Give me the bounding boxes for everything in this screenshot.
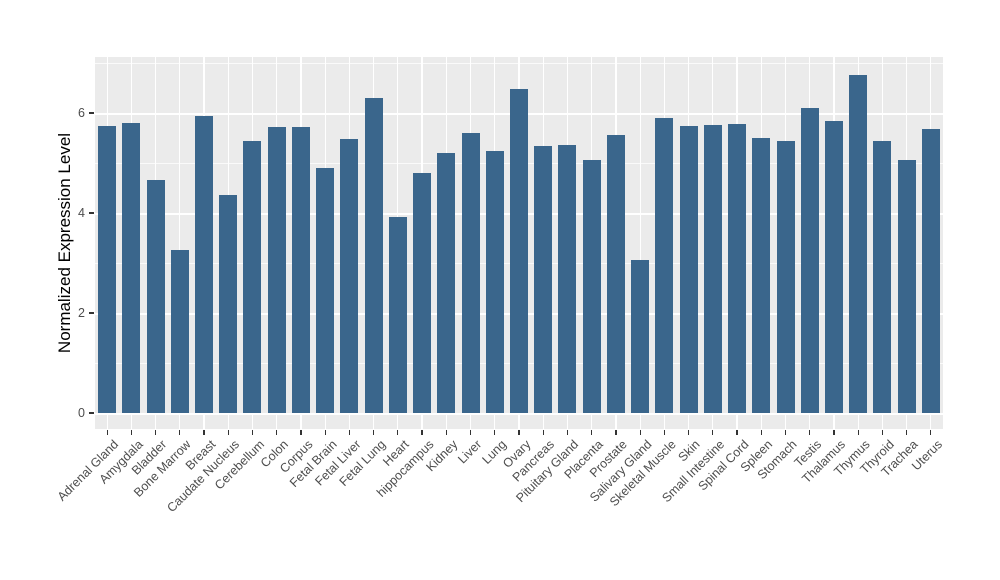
- bar-salivary-gland: [631, 259, 650, 413]
- bar-spleen: [752, 138, 771, 413]
- x-tick-mark: [300, 430, 302, 435]
- bar-liver: [461, 133, 480, 413]
- y-axis-title: Normalized Expression Level: [55, 132, 74, 354]
- x-tick-mark: [663, 430, 665, 435]
- bar-ovary: [510, 89, 528, 413]
- x-tick-mark: [542, 430, 544, 435]
- x-tick-mark: [566, 430, 569, 435]
- plot-panel: [95, 57, 943, 429]
- x-tick-mark: [348, 430, 350, 435]
- y-tick-label-6: 6: [78, 106, 85, 120]
- x-tick-mark: [857, 430, 859, 435]
- bar-heart: [388, 217, 407, 413]
- x-tick-mark: [179, 430, 181, 435]
- bar-bladder: [146, 179, 165, 413]
- gridline-x: [639, 57, 641, 429]
- bar-adrenal-gland: [98, 125, 117, 413]
- bar-cerebellum: [243, 141, 262, 413]
- x-tick-mark: [130, 430, 132, 435]
- x-tick-mark: [421, 430, 423, 435]
- x-tick-mark: [736, 430, 738, 435]
- x-tick-mark: [591, 430, 593, 435]
- x-tick-mark: [784, 430, 787, 435]
- x-tick-mark: [373, 430, 375, 435]
- bar-fetal-brain: [316, 167, 335, 413]
- bar-trachea: [897, 159, 916, 413]
- bar-fetal-liver: [340, 139, 359, 413]
- bar-thymus: [849, 74, 868, 413]
- bar-skin: [679, 125, 698, 413]
- y-tick-label-0: 0: [78, 406, 85, 420]
- x-tick-mark: [615, 430, 617, 435]
- x-tick-mark: [881, 430, 884, 435]
- x-tick-mark: [639, 430, 641, 435]
- bar-spinal-cord: [728, 124, 747, 413]
- gridline-x: [179, 57, 181, 429]
- x-tick-mark: [445, 430, 447, 435]
- bar-prostate: [606, 135, 625, 413]
- bar-thyroid: [873, 141, 892, 413]
- bar-small-intestine: [703, 124, 722, 413]
- y-tick-mark: [89, 412, 94, 414]
- bar-bone-marrow: [170, 249, 189, 413]
- x-tick-mark: [494, 430, 496, 435]
- bar-amygdala: [122, 123, 141, 413]
- bar-lung: [485, 151, 504, 413]
- bar-fetal-lung: [364, 98, 383, 413]
- x-tick-mark: [106, 430, 108, 435]
- x-tick-mark: [760, 430, 762, 435]
- x-tick-mark: [688, 430, 690, 435]
- x-tick-mark: [469, 430, 472, 435]
- x-tick-label-liver: Liver: [455, 437, 485, 467]
- x-tick-mark: [930, 430, 932, 435]
- x-tick-mark: [276, 430, 278, 435]
- x-tick-mark: [397, 430, 399, 435]
- bar-pancreas: [534, 146, 553, 413]
- x-tick-mark: [324, 430, 326, 435]
- y-tick-mark: [89, 212, 94, 214]
- bar-uterus: [921, 129, 940, 413]
- bar-corpus: [291, 127, 310, 413]
- bar-thalamus: [824, 120, 843, 413]
- bar-stomach: [776, 140, 795, 413]
- x-tick-mark: [518, 430, 520, 435]
- bar-breast: [195, 115, 214, 413]
- x-tick-mark: [833, 430, 835, 435]
- x-tick-mark: [251, 430, 254, 435]
- x-tick-mark: [227, 430, 229, 435]
- bar-colon: [267, 127, 286, 413]
- y-tick-mark: [89, 312, 94, 314]
- bar-placenta: [582, 160, 601, 413]
- bar-kidney: [437, 153, 456, 413]
- y-tick-label-2: 2: [78, 306, 85, 320]
- y-tick-mark: [89, 112, 94, 114]
- x-tick-mark: [154, 430, 157, 435]
- bar-testis: [800, 108, 819, 413]
- x-tick-mark: [906, 430, 908, 435]
- x-tick-mark: [712, 430, 714, 435]
- bar-caudate-nucleus: [219, 194, 238, 413]
- x-tick-mark: [809, 430, 811, 435]
- bar-hippocampus: [413, 173, 432, 413]
- y-tick-label-4: 4: [78, 206, 85, 220]
- x-tick-mark: [203, 430, 205, 435]
- bar-pituitary-gland: [558, 145, 577, 413]
- bar-skeletal-muscle: [655, 118, 674, 413]
